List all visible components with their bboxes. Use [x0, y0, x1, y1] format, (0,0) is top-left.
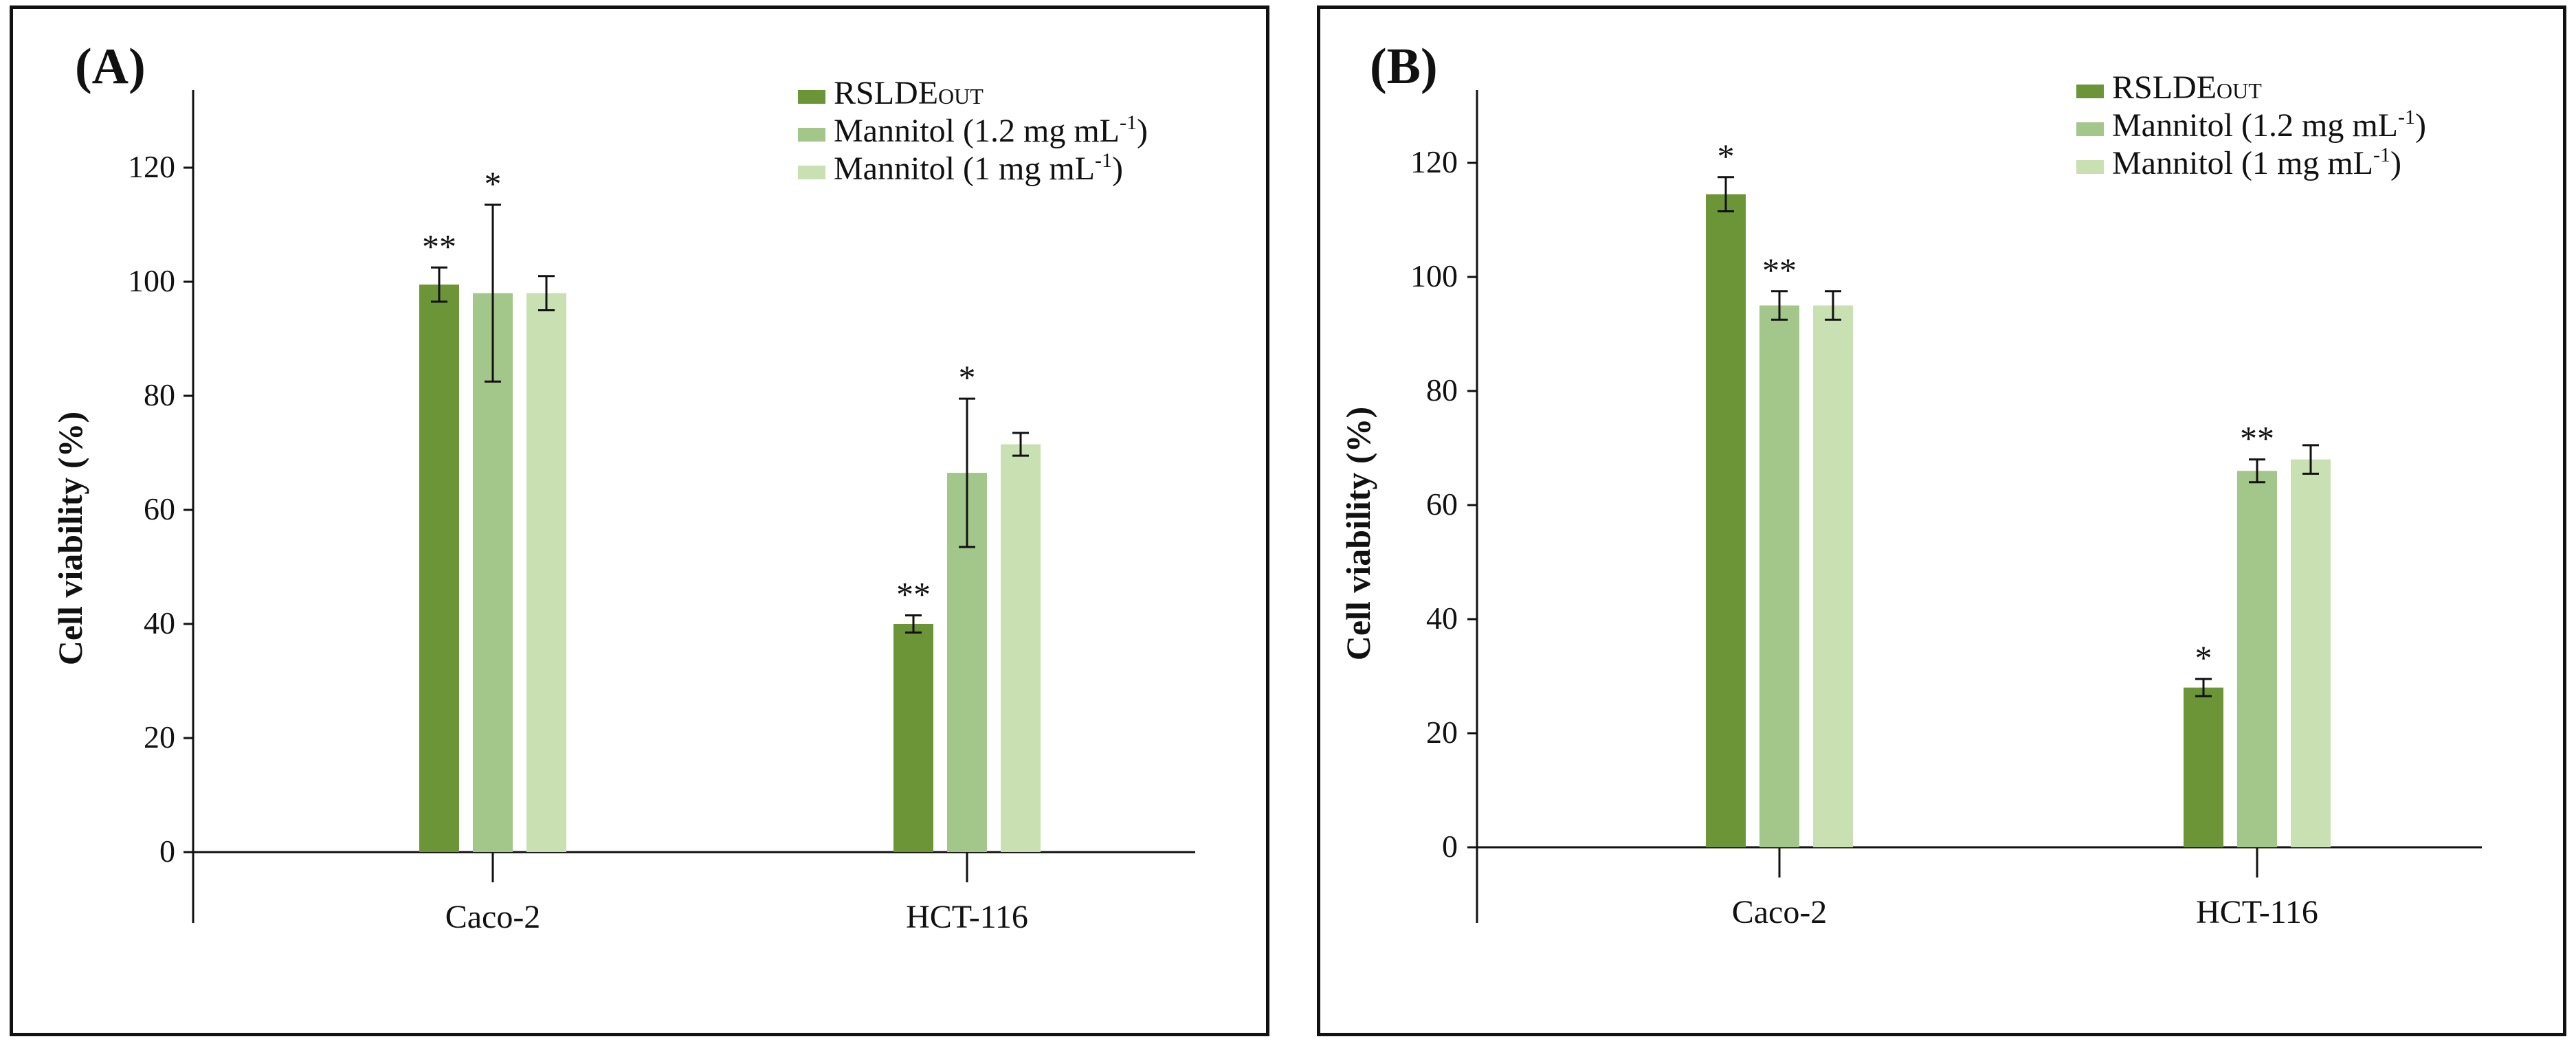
significance-b-s1-c0: **	[1762, 251, 1797, 289]
legend-label-sup-a-1: -1	[1120, 111, 1137, 134]
legend-label-sup-a-2: -1	[1095, 149, 1112, 172]
significance-a-s1-c0: *	[485, 164, 502, 203]
legend-label-main-a-1: Mannitol (1.2 mg mL	[834, 113, 1120, 149]
legend-label-b-1: Mannitol (1.2 mg mL-1)	[2112, 106, 2426, 144]
legend-swatch-a-0	[798, 90, 825, 104]
panel-label-b: (B)	[1370, 38, 1438, 95]
legend-swatch-b-2	[2076, 160, 2104, 174]
y-axis-label-b: Cell viability (%)	[1339, 407, 1377, 660]
legend-label-main-a-2: Mannitol (1 mg mL	[834, 150, 1095, 187]
y-tick-label-a-120: 120	[128, 149, 175, 184]
legend-label-main-b-0: RSLDE	[2112, 69, 2217, 106]
legend-label-a-0: RSLDEOUT	[834, 75, 984, 111]
chart-b-svg: (B) 0 20 40 60 80 100 120 Cell viability (%) Caco…	[1339, 38, 2482, 930]
legend-label-tail-b-2: )	[2390, 145, 2401, 181]
panel-a: (A) 0 20 40 60 80 100 120 Cell viability (%) Caco…	[10, 5, 1269, 1036]
significance-a-s1-c1: *	[959, 358, 976, 396]
category-label-a-0: Caco-2	[445, 899, 541, 935]
bar-a-s0-c1	[893, 624, 933, 852]
legend-label-b-0: RSLDEOUT	[2112, 69, 2262, 106]
y-tick-label-a-20: 20	[144, 719, 175, 755]
significance-b-s0-c0: *	[1718, 137, 1735, 175]
legend-label-sup-b-1: -1	[2398, 106, 2415, 129]
bar-a-s2-c1	[1001, 444, 1041, 852]
bar-a-s1-c0	[473, 293, 513, 853]
legend-label-main-b-2: Mannitol (1 mg mL	[2112, 145, 2373, 181]
legend-label-main-b-1: Mannitol (1.2 mg mL	[2112, 107, 2398, 144]
category-label-b-1: HCT-116	[2196, 894, 2318, 930]
y-tick-label-b-40: 40	[1426, 601, 1458, 636]
legend-label-b-2: Mannitol (1 mg mL-1)	[2112, 144, 2401, 181]
legend-label-a-2: Mannitol (1 mg mL-1)	[834, 149, 1123, 187]
y-tick-label-b-80: 80	[1426, 372, 1458, 407]
bar-b-s0-c1	[2184, 687, 2223, 847]
legend-swatch-b-0	[2076, 85, 2104, 98]
legend-label-sub-b-0: OUT	[2217, 78, 2262, 103]
significance-a-s0-c1: **	[896, 575, 931, 614]
significance-b-s0-c1: *	[2195, 638, 2212, 677]
panel-b: (B) 0 20 40 60 80 100 120 Cell viability (%) Caco…	[1317, 5, 2566, 1036]
significance-b-s1-c1: **	[2240, 419, 2274, 458]
y-tick-label-a-60: 60	[144, 491, 175, 526]
legend-label-tail-b-1: )	[2415, 107, 2426, 144]
bar-b-s0-c0	[1706, 194, 1746, 847]
bar-b-s2-c1	[2291, 459, 2331, 847]
bar-a-s0-c0	[419, 284, 459, 852]
chart-a-svg: (A) 0 20 40 60 80 100 120 Cell viability (%) Caco…	[51, 38, 1195, 935]
y-tick-label-a-80: 80	[144, 377, 175, 412]
y-tick-label-b-60: 60	[1426, 487, 1458, 522]
panel-label-a: (A)	[75, 38, 146, 95]
y-tick-label-b-0: 0	[1442, 829, 1458, 864]
y-tick-label-a-0: 0	[159, 834, 175, 869]
legend-label-tail-a-2: )	[1112, 150, 1123, 187]
bar-a-s2-c0	[526, 293, 566, 853]
y-tick-label-b-20: 20	[1426, 715, 1458, 750]
legend-label-sup-b-2: -1	[2373, 144, 2390, 166]
category-label-b-0: Caco-2	[1732, 894, 1828, 930]
y-tick-label-a-100: 100	[128, 263, 175, 298]
bar-b-s1-c0	[1759, 305, 1799, 847]
bar-b-s2-c0	[1813, 305, 1853, 847]
bar-b-s1-c1	[2237, 471, 2277, 847]
legend-swatch-a-1	[798, 128, 825, 142]
legend-swatch-a-2	[798, 166, 825, 179]
y-tick-label-b-120: 120	[1410, 144, 1458, 179]
category-label-a-1: HCT-116	[906, 899, 1028, 935]
y-axis-label-a: Cell viability (%)	[51, 412, 89, 665]
y-tick-label-b-100: 100	[1410, 258, 1458, 293]
legend-label-tail-a-1: )	[1137, 113, 1148, 149]
legend-label-main-a-0: RSLDE	[834, 75, 938, 111]
legend-label-a-1: Mannitol (1.2 mg mL-1)	[834, 111, 1148, 149]
legend-swatch-b-1	[2076, 122, 2104, 136]
y-tick-label-a-40: 40	[144, 605, 175, 640]
significance-a-s0-c0: **	[422, 227, 456, 265]
legend-label-sub-a-0: OUT	[938, 84, 984, 109]
